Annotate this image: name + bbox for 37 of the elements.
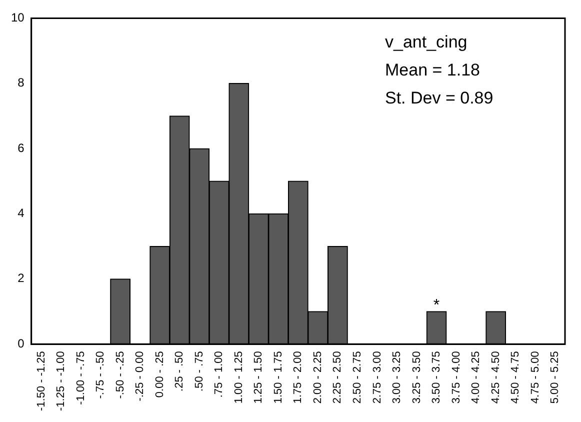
- annotation: v_ant_cing: [385, 32, 468, 52]
- x-tick-label: 1.75 - 2.00: [292, 351, 304, 404]
- x-tick-label: 2.00 - 2.25: [312, 351, 324, 404]
- x-tick-label: 2.75 - 3.00: [371, 351, 384, 404]
- x-tick-label: 5.00 - 5.25: [549, 351, 562, 404]
- x-tick-label: 1.25 - 1.50: [252, 351, 265, 404]
- y-tick-label: 0: [18, 336, 25, 350]
- x-tick-label: -1.25 - -1.00: [55, 351, 68, 411]
- x-tick-label: 4.50 - 4.75: [510, 351, 522, 404]
- x-tick-label: .50 - .75: [193, 351, 206, 392]
- annotation: St. Dev = 0.89: [385, 88, 494, 108]
- x-tick-label: .25 - .50: [174, 351, 186, 392]
- x-tick-label: .75 - 1.00: [213, 351, 226, 398]
- y-tick-label: 2: [18, 271, 25, 286]
- x-tick-label: 3.00 - 3.25: [391, 351, 404, 404]
- y-tick-label: 8: [18, 76, 25, 90]
- y-tick-label: 6: [18, 140, 25, 155]
- x-tick-label: 3.25 - 3.50: [410, 351, 423, 404]
- x-tick-label: 4.25 - 4.50: [490, 351, 502, 404]
- y-tick-label: 4: [18, 206, 25, 220]
- x-tick-label: 3.50 - 3.75: [430, 351, 443, 404]
- x-tick-label: 1.00 - 1.25: [232, 351, 245, 404]
- x-tick-label: -.25 - 0.00: [134, 351, 146, 402]
- x-tick-label: 4.00 - 4.25: [470, 351, 482, 404]
- annotation: Mean = 1.18: [385, 60, 480, 80]
- x-tick-label: 0.00 - .25: [154, 351, 166, 398]
- x-tick-label: -.50 - -.25: [114, 351, 126, 399]
- x-tick-label: 2.25 - 2.50: [332, 351, 344, 404]
- x-tick-label: -1.50 - -1.25: [35, 351, 48, 411]
- x-tick-label: 1.50 - 1.75: [272, 351, 284, 404]
- y-tick-label: 10: [10, 10, 25, 25]
- x-tick-label: -.75 - -.50: [94, 351, 107, 399]
- x-tick-label: 2.50 - 2.75: [352, 351, 364, 404]
- x-tick-label: -1.00 - -.75: [74, 351, 87, 405]
- x-tick-label: 3.75 - 4.00: [450, 351, 462, 404]
- annotation: *: [433, 296, 440, 314]
- x-tick-label: 4.75 - 5.00: [529, 351, 542, 404]
